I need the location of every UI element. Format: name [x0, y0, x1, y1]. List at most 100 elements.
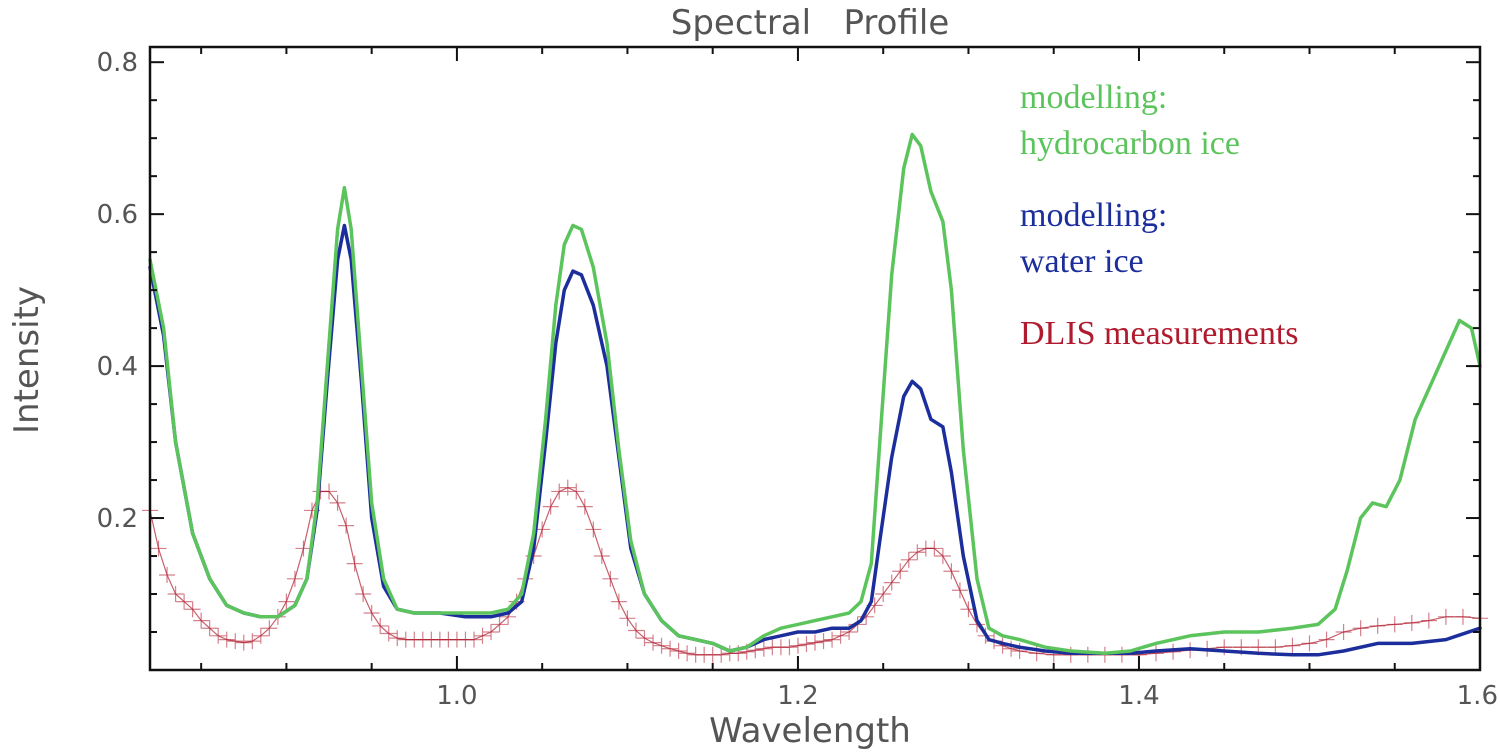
- data-point: [559, 479, 576, 496]
- data-point: [1301, 635, 1318, 652]
- y-tick-label: 0.6: [97, 200, 138, 230]
- data-point: [883, 574, 900, 591]
- data-point: [321, 483, 338, 500]
- y-axis-label: Intensity: [7, 286, 47, 434]
- data-point: [934, 548, 951, 565]
- legend-entry-1: water ice: [1020, 243, 1144, 280]
- ticks-layer: [150, 47, 1481, 670]
- x-tick-label: 1.6: [1457, 681, 1498, 711]
- data-point: [1437, 608, 1454, 625]
- data-point: [892, 563, 909, 580]
- data-point: [798, 636, 815, 653]
- data-point: [261, 620, 278, 637]
- data-point: [167, 586, 184, 603]
- plot-frame: [148, 45, 1482, 672]
- data-point: [184, 601, 201, 618]
- data-point: [593, 548, 610, 565]
- series-layer: [142, 132, 1488, 663]
- data-point: [491, 616, 508, 633]
- legend-entry-1: modelling:: [1020, 197, 1167, 234]
- data-point: [278, 593, 295, 610]
- data-point: [679, 645, 696, 662]
- series-1: [148, 223, 1482, 657]
- data-point: [235, 634, 252, 651]
- data-point: [755, 640, 772, 657]
- data-point: [926, 540, 943, 557]
- data-point: [218, 631, 235, 648]
- data-point: [1318, 631, 1335, 648]
- series-line-1: [148, 223, 1482, 657]
- data-point: [1284, 637, 1301, 654]
- data-point: [807, 634, 823, 651]
- legend-entry-0: hydrocarbon ice: [1020, 125, 1240, 162]
- data-point: [363, 605, 380, 622]
- legend: modelling: hydrocarbon ice modelling: water…: [1020, 79, 1299, 352]
- data-point: [1454, 608, 1471, 625]
- data-point: [1148, 645, 1165, 662]
- data-point: [1386, 616, 1403, 633]
- data-point: [645, 634, 662, 651]
- data-point: [201, 620, 218, 637]
- data-point: [193, 612, 210, 629]
- data-point: [159, 567, 176, 584]
- data-point: [244, 633, 261, 650]
- data-point: [150, 540, 167, 557]
- data-point: [662, 640, 679, 657]
- data-point: [585, 521, 602, 538]
- legend-entry-2: DLIS measurements: [1020, 315, 1299, 352]
- x-tick-label: 1.2: [777, 681, 818, 711]
- data-point: [789, 637, 806, 654]
- series-line-0: [148, 132, 1482, 656]
- data-point: [602, 570, 619, 587]
- data-point: [781, 639, 798, 656]
- data-point: [346, 555, 363, 572]
- data-point: [1028, 645, 1045, 662]
- data-point: [252, 627, 269, 644]
- data-point: [338, 517, 355, 534]
- data-point: [483, 624, 500, 641]
- chart-title: Spectral Profile: [671, 3, 950, 43]
- data-point: [380, 625, 397, 642]
- data-point: [329, 494, 346, 511]
- data-point: [227, 633, 244, 650]
- data-point: [1335, 624, 1352, 641]
- data-point: [909, 544, 926, 561]
- y-tick-label: 0.8: [97, 48, 138, 78]
- data-point: [1420, 612, 1437, 629]
- data-point: [286, 570, 303, 587]
- data-point: [670, 643, 687, 660]
- data-point: [355, 586, 372, 603]
- data-point: [832, 627, 849, 644]
- data-point: [542, 498, 559, 515]
- data-point: [713, 646, 730, 663]
- data-point: [551, 483, 568, 500]
- data-point: [295, 540, 312, 557]
- x-tick-label: 1.4: [1118, 681, 1159, 711]
- data-point: [610, 593, 627, 610]
- legend-entry-0: modelling:: [1020, 79, 1167, 116]
- data-point: [900, 551, 917, 568]
- data-point: [619, 610, 636, 627]
- data-point: [176, 593, 193, 610]
- y-tick-label: 0.2: [97, 504, 138, 534]
- x-axis-label: Wavelength: [709, 711, 911, 751]
- data-point: [568, 483, 585, 500]
- data-point: [627, 622, 644, 639]
- data-point: [576, 498, 593, 515]
- data-point: [1352, 620, 1369, 637]
- data-point: [210, 627, 227, 644]
- data-point: [372, 617, 389, 634]
- series-0: [148, 132, 1482, 656]
- data-point: [653, 637, 670, 654]
- data-point: [636, 630, 653, 647]
- data-point: [815, 633, 832, 650]
- data-point: [1403, 614, 1420, 631]
- data-point: [951, 582, 968, 599]
- data-point: [824, 631, 841, 648]
- data-point: [465, 631, 482, 648]
- y-tick-label: 0.4: [97, 352, 138, 382]
- series-2: [142, 479, 1488, 663]
- tick-labels-layer: 0.2 0.4 0.6 0.8 1.0 1.2 1.4 1.6: [97, 48, 1498, 711]
- data-point: [943, 563, 960, 580]
- data-point: [875, 586, 892, 603]
